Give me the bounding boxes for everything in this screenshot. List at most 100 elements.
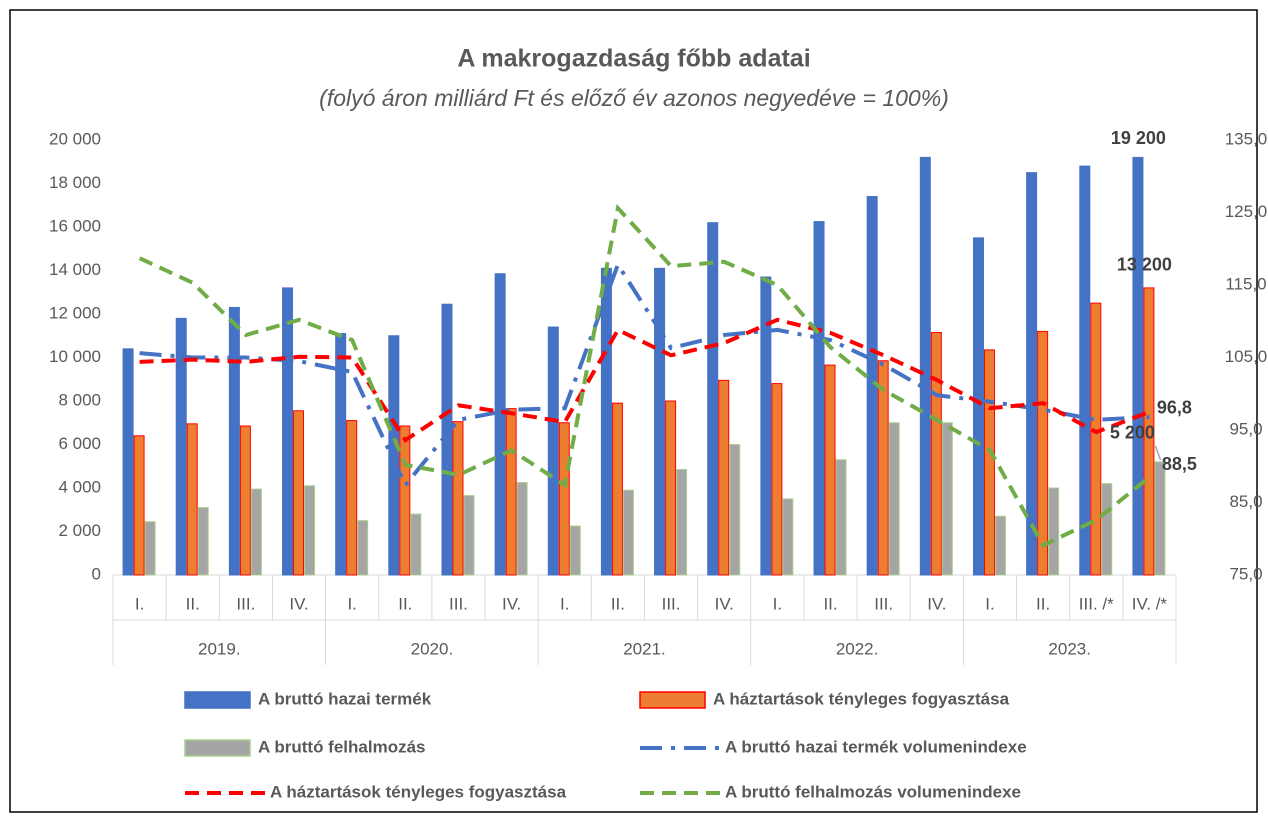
bar	[346, 420, 358, 576]
bar	[1026, 172, 1038, 576]
data-label: 96,8	[1157, 398, 1192, 418]
bar	[505, 408, 517, 576]
y-tick-label: 10 000	[49, 347, 101, 366]
bar	[760, 276, 772, 576]
legend-label: A bruttó felhalmozás volumenindexe	[725, 782, 1021, 801]
year-label: 2021.	[623, 639, 666, 658]
bar	[452, 421, 464, 576]
bar	[824, 364, 836, 576]
y-tick-label: 4 000	[58, 477, 101, 496]
bar	[1101, 483, 1113, 576]
bar	[611, 402, 623, 576]
data-label: 19 200	[1111, 128, 1166, 148]
leader-line	[1154, 445, 1162, 461]
bar	[1143, 287, 1155, 576]
bar	[494, 273, 506, 576]
bar	[1090, 302, 1102, 576]
y-tick-label: 2 000	[58, 521, 101, 540]
bar	[1037, 330, 1049, 576]
bar	[133, 435, 145, 576]
bar	[1048, 487, 1060, 576]
legend-swatch	[184, 691, 251, 709]
bar	[600, 267, 612, 576]
bar	[175, 317, 187, 576]
bar	[813, 221, 825, 576]
x-tick-label: I.	[347, 594, 356, 613]
bar	[399, 425, 411, 576]
legend-swatch	[639, 691, 706, 709]
bar	[569, 525, 581, 576]
y2-tick-label: 115,0	[1225, 274, 1266, 293]
bar	[250, 488, 262, 576]
bar	[994, 515, 1006, 576]
chart-title: A makrogazdaság főbb adatai	[457, 45, 810, 73]
year-label: 2020.	[411, 639, 454, 658]
bar	[771, 383, 783, 576]
bar	[665, 400, 677, 576]
bar	[516, 482, 528, 576]
bar	[877, 360, 889, 576]
y2-tick-label: 85,0	[1229, 492, 1262, 511]
x-tick-label: IV.	[715, 594, 734, 613]
y-tick-label: 6 000	[58, 434, 101, 453]
line	[139, 260, 1150, 489]
y2-tick-label: 75,0	[1229, 564, 1262, 583]
x-tick-label: IV.	[927, 594, 946, 613]
x-tick-label: III.	[662, 594, 681, 613]
y-tick-label: 20 000	[49, 129, 101, 148]
y2-tick-label: 95,0	[1229, 419, 1262, 438]
legend-label: A bruttó hazai termék	[258, 689, 432, 708]
bar	[228, 306, 240, 576]
bar	[282, 287, 294, 576]
x-tick-label: I.	[985, 594, 994, 613]
x-tick-label: IV. /*	[1132, 594, 1168, 613]
bar	[835, 459, 847, 576]
y-tick-label: 18 000	[49, 173, 101, 192]
x-tick-label: III.	[449, 594, 468, 613]
bar	[676, 469, 688, 576]
legend-label: A bruttó hazai termék volumenindexe	[725, 737, 1027, 756]
data-label: 88,5	[1162, 454, 1197, 474]
bar	[410, 513, 422, 576]
y2-tick-label: 135,0	[1225, 129, 1268, 148]
bar	[197, 507, 209, 576]
bar	[122, 348, 134, 576]
bar	[463, 495, 475, 576]
bar	[547, 326, 559, 576]
year-label: 2022.	[836, 639, 879, 658]
bar	[144, 521, 156, 576]
x-tick-label: I.	[560, 594, 569, 613]
bar	[1132, 156, 1144, 576]
line	[139, 317, 1151, 443]
bar	[888, 422, 900, 576]
x-tick-label: II.	[823, 594, 837, 613]
y-tick-label: 14 000	[49, 260, 101, 279]
bar	[335, 333, 347, 576]
y-tick-label: 12 000	[49, 303, 101, 322]
y2-tick-label: 105,0	[1225, 347, 1268, 366]
data-label: 13 200	[1117, 255, 1172, 275]
y2-tick-label: 125,0	[1225, 202, 1268, 221]
bar	[930, 331, 942, 576]
chart-subtitle: (folyó áron milliárd Ft és előző év azon…	[319, 85, 949, 111]
x-tick-label: III. /*	[1079, 594, 1114, 613]
bar	[941, 422, 953, 576]
y-tick-label: 0	[92, 564, 101, 583]
x-tick-label: II.	[398, 594, 412, 613]
year-label: 2019.	[198, 639, 241, 658]
x-tick-label: IV.	[502, 594, 521, 613]
legend-label: A bruttó felhalmozás	[258, 737, 426, 756]
bar	[388, 335, 400, 576]
bar	[718, 379, 730, 576]
x-tick-label: II.	[1036, 594, 1050, 613]
bar	[304, 485, 316, 576]
bar	[729, 444, 741, 576]
x-tick-label: III.	[236, 594, 255, 613]
bar	[558, 422, 570, 576]
x-tick-label: IV.	[289, 594, 308, 613]
year-label: 2023.	[1048, 639, 1091, 658]
legend-swatch	[184, 739, 251, 757]
y-tick-label: 16 000	[49, 216, 101, 235]
legend-label: A háztartások tényleges fogyasztása	[713, 689, 1010, 708]
